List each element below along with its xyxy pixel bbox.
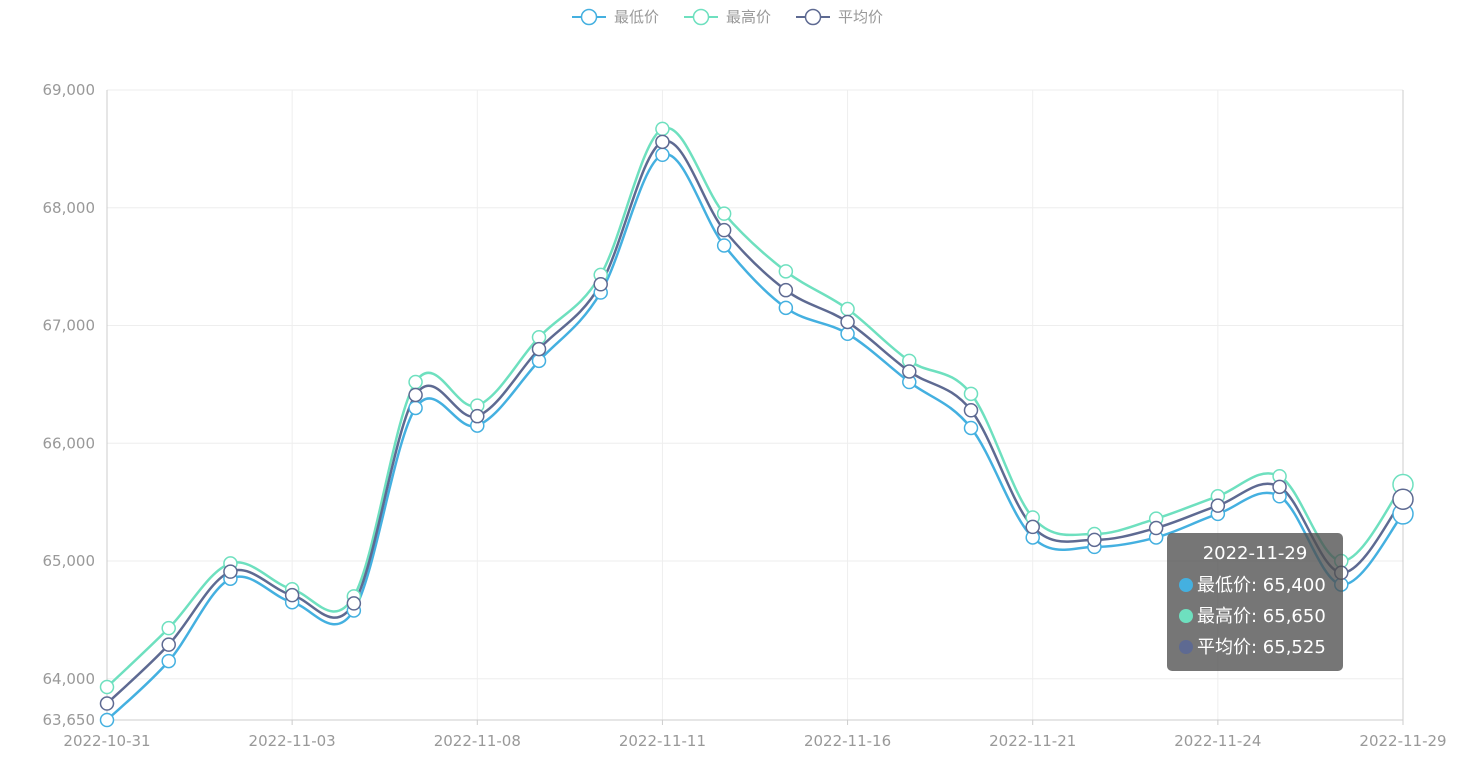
tooltip-row-avg-label: 平均价: 65,525 (1197, 637, 1326, 658)
legend-item-2[interactable]: 平均价 (796, 8, 883, 26)
tooltip-dot-max (1179, 609, 1193, 623)
y-tick-label: 69,000 (43, 81, 96, 99)
data-point (963, 403, 979, 418)
data-point (1148, 520, 1164, 536)
data-point (1025, 519, 1040, 535)
data-point (778, 300, 794, 316)
data-point (1210, 498, 1226, 513)
data-point (840, 301, 855, 317)
tooltip-dot-min (1179, 578, 1193, 592)
data-point (716, 206, 732, 221)
x-tick-label: 2022-11-16 (804, 732, 891, 750)
data-point (346, 596, 362, 611)
series-line-2 (106, 139, 1404, 705)
data-point (408, 400, 423, 416)
x-tick-label: 2022-11-29 (1359, 732, 1446, 750)
y-tick-label: 67,000 (43, 317, 96, 335)
data-point (99, 679, 115, 695)
axes: 63,650 64,000 65,000 66,000 67,000 68,000 69,0… (43, 81, 1447, 750)
data-point (161, 637, 176, 652)
data-point (161, 620, 176, 636)
data-point (99, 696, 115, 711)
data-point (1087, 532, 1102, 548)
x-tick-label: 2022-11-08 (434, 732, 521, 750)
data-point (1272, 479, 1287, 495)
x-tick-label: 2022-11-24 (1174, 732, 1261, 750)
tooltip-row-min: 最低价: 65,400 (1179, 570, 1343, 601)
data-point (1392, 488, 1414, 510)
legend-label: 最高价 (726, 8, 771, 26)
legend[interactable]: 最低价 最高价 平均价 (572, 8, 883, 26)
data-point (778, 264, 794, 279)
data-point (470, 408, 485, 424)
data-point (655, 147, 670, 163)
tooltip: 2022-11-29 最低价: 65,400 最高价: 65,650 平均价: … (1167, 533, 1343, 671)
legend-circle-icon (804, 8, 822, 26)
data-point (716, 222, 732, 238)
y-tick-label: 66,000 (43, 434, 96, 452)
tooltip-row-min-label: 最低价: 65,400 (1197, 575, 1326, 596)
data-point (531, 341, 547, 357)
data-point (593, 277, 608, 292)
legend-label: 平均价 (838, 8, 883, 26)
data-point (963, 386, 979, 402)
tooltip-row-avg: 平均价: 65,525 (1179, 632, 1343, 663)
data-point (716, 238, 732, 253)
data-point (778, 282, 794, 298)
legend-circle-icon (692, 8, 710, 26)
y-tick-label: 65,000 (43, 552, 96, 570)
tooltip-dot-avg (1179, 640, 1193, 654)
data-points (99, 121, 1414, 728)
x-tick-label: 2022-10-31 (63, 732, 150, 750)
legend-circle-icon (580, 8, 598, 26)
y-tick-label: 63,650 (43, 711, 96, 729)
legend-item-0[interactable]: 最低价 (572, 8, 659, 26)
x-tick-label: 2022-11-03 (249, 732, 336, 750)
tooltip-row-max: 最高价: 65,650 (1179, 601, 1343, 632)
data-point (840, 314, 855, 330)
data-point (655, 134, 670, 150)
x-tick-label: 2022-11-21 (989, 732, 1076, 750)
data-point (161, 653, 176, 669)
data-point (99, 712, 115, 728)
data-point (655, 121, 670, 137)
tooltip-title: 2022-11-29 (1202, 543, 1308, 564)
y-tick-label: 68,000 (43, 199, 96, 217)
y-tick-label: 64,000 (43, 670, 96, 688)
tooltip-row-max-label: 最高价: 65,650 (1197, 606, 1326, 627)
legend-item-1[interactable]: 最高价 (684, 8, 771, 26)
data-point (408, 387, 423, 403)
data-point (963, 420, 979, 436)
data-point (902, 364, 917, 379)
data-point (408, 374, 423, 390)
data-point (284, 587, 300, 603)
x-tick-label: 2022-11-11 (619, 732, 706, 750)
legend-label: 最低价 (614, 8, 659, 26)
data-point (223, 564, 238, 579)
